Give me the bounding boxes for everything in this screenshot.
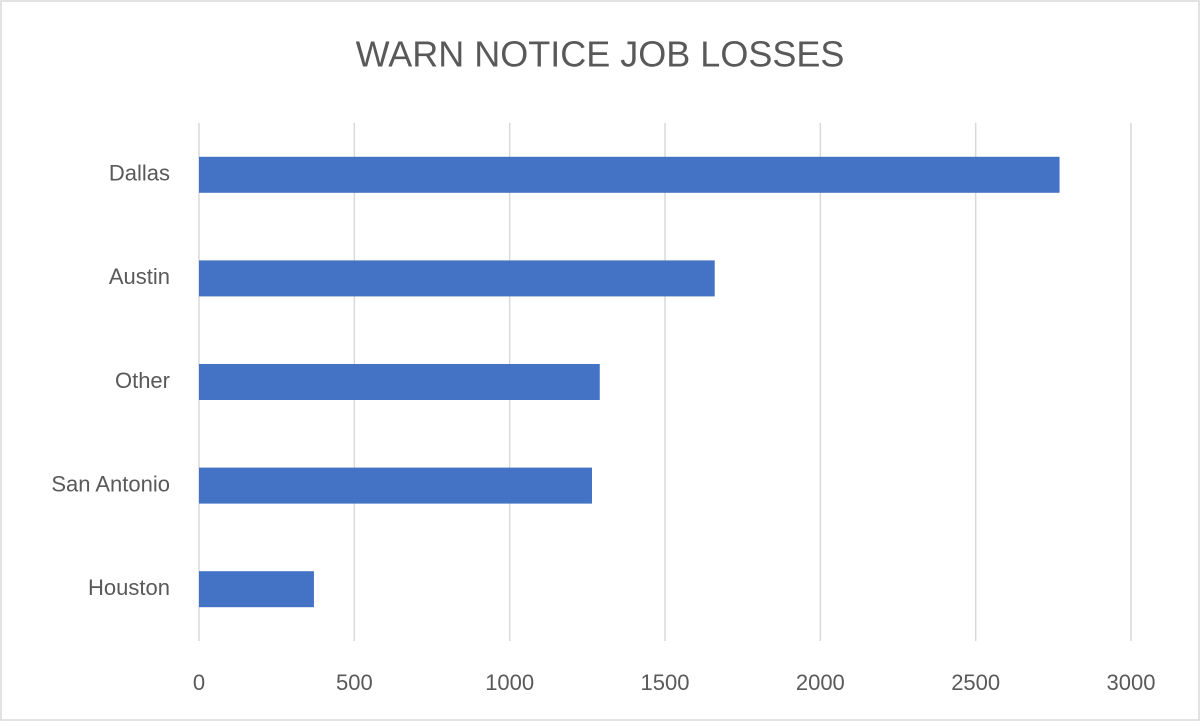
- x-tick-label: 500: [336, 670, 373, 695]
- x-tick-label: 0: [193, 670, 205, 695]
- bar: [199, 467, 592, 504]
- x-tick-label: 1000: [485, 670, 534, 695]
- y-tick-label: Houston: [88, 575, 170, 600]
- x-tick-label: 2500: [951, 670, 1000, 695]
- bar: [199, 571, 314, 608]
- bar: [199, 156, 1060, 193]
- y-tick-label: Other: [115, 368, 170, 393]
- bar: [199, 260, 715, 297]
- chart-title: WARN NOTICE JOB LOSSES: [356, 34, 845, 75]
- y-tick-label: San Antonio: [51, 471, 170, 496]
- x-tick-label: 2000: [796, 670, 845, 695]
- x-tick-label: 1500: [641, 670, 690, 695]
- x-tick-label: 3000: [1107, 670, 1156, 695]
- y-tick-label: Dallas: [109, 161, 170, 186]
- y-tick-label: Austin: [109, 264, 170, 289]
- bar: [199, 364, 600, 400]
